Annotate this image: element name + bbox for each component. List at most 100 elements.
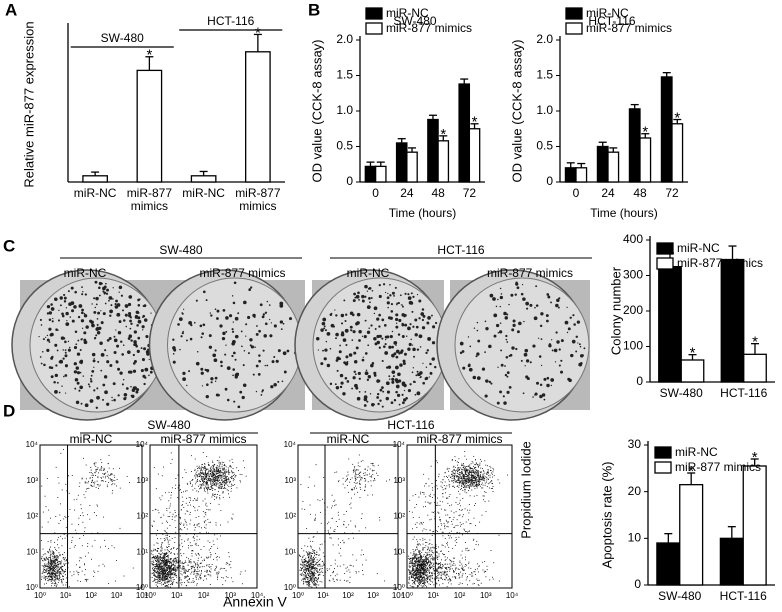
colony — [247, 352, 250, 355]
event-dot — [167, 570, 169, 572]
event-dot — [326, 506, 328, 508]
event-dot — [187, 576, 189, 577]
event-dot — [181, 529, 183, 531]
event-dot — [47, 521, 49, 523]
event-dot — [51, 555, 53, 557]
event-dot — [154, 557, 156, 559]
event-dot — [208, 549, 210, 551]
event-dot — [55, 577, 57, 579]
colony — [235, 372, 240, 377]
colony — [81, 338, 83, 340]
event-dot — [107, 471, 109, 473]
colony — [200, 336, 203, 339]
event-dot — [211, 489, 213, 491]
significance-mark: * — [472, 114, 478, 131]
event-dot — [315, 557, 317, 558]
event-dot — [311, 566, 313, 568]
event-dot — [317, 499, 319, 501]
event-dot — [166, 562, 168, 564]
flow-frame — [406, 444, 513, 589]
event-dot — [46, 575, 47, 577]
colony — [431, 341, 436, 345]
event-dot — [232, 484, 234, 486]
event-dot — [99, 469, 101, 471]
event-dot — [45, 556, 47, 558]
colony — [93, 310, 97, 314]
event-dot — [309, 563, 310, 565]
event-dot — [77, 580, 79, 582]
event-dot — [69, 547, 71, 549]
event-dot — [159, 581, 161, 583]
event-dot — [166, 573, 168, 575]
significance-mark: * — [752, 334, 758, 351]
colony — [414, 318, 418, 322]
colony — [242, 383, 247, 387]
colony — [142, 305, 145, 308]
event-dot — [191, 550, 193, 552]
event-dot — [60, 563, 62, 565]
event-dot — [49, 560, 51, 562]
colony — [548, 343, 552, 346]
colony — [59, 296, 63, 300]
event-dot — [52, 569, 53, 571]
event-dot — [216, 556, 218, 557]
event-dot — [204, 570, 206, 572]
event-dot — [113, 474, 115, 476]
event-dot — [356, 477, 358, 479]
colony — [525, 375, 529, 379]
event-dot — [192, 566, 194, 568]
event-dot — [208, 556, 210, 558]
colony — [255, 364, 259, 368]
colony — [540, 364, 543, 367]
colony — [576, 320, 581, 324]
event-dot — [184, 576, 186, 578]
event-dot — [158, 568, 160, 569]
colony — [193, 321, 196, 324]
event-dot — [428, 551, 430, 553]
y-tick-label: 0 — [634, 577, 641, 591]
event-dot — [193, 540, 195, 542]
event-dot — [184, 540, 185, 542]
event-dot — [350, 497, 352, 499]
event-dot — [167, 539, 169, 541]
event-dot — [176, 548, 177, 550]
event-dot — [169, 570, 170, 572]
event-dot — [332, 572, 334, 574]
event-dot — [195, 516, 197, 518]
event-dot — [328, 568, 330, 570]
event-dot — [312, 553, 314, 554]
event-dot — [60, 452, 62, 454]
group-label: HCT-116 — [207, 14, 254, 28]
event-dot — [196, 480, 198, 482]
event-dot — [210, 487, 212, 488]
event-dot — [175, 566, 177, 568]
event-dot — [214, 478, 216, 480]
event-dot — [217, 479, 219, 481]
event-dot — [417, 556, 419, 558]
event-dot — [163, 514, 165, 516]
event-dot — [97, 484, 99, 486]
event-dot — [414, 583, 416, 585]
event-dot — [300, 569, 302, 571]
bar — [564, 167, 577, 183]
event-dot — [58, 547, 60, 549]
event-dot — [182, 566, 184, 568]
event-dot — [372, 464, 374, 466]
event-dot — [132, 567, 134, 569]
event-dot — [175, 515, 177, 517]
colony — [547, 295, 551, 299]
colony — [232, 340, 236, 344]
event-dot — [64, 537, 66, 539]
colony — [419, 376, 422, 379]
event-dot — [50, 569, 52, 571]
event-dot — [206, 475, 207, 477]
event-dot — [54, 532, 56, 534]
event-dot — [315, 554, 317, 555]
colony — [543, 377, 547, 381]
event-dot — [209, 488, 211, 490]
flow-plot — [297, 444, 399, 589]
event-dot — [49, 556, 51, 558]
event-dot — [55, 565, 57, 567]
colony — [351, 339, 354, 341]
event-dot — [48, 570, 50, 572]
